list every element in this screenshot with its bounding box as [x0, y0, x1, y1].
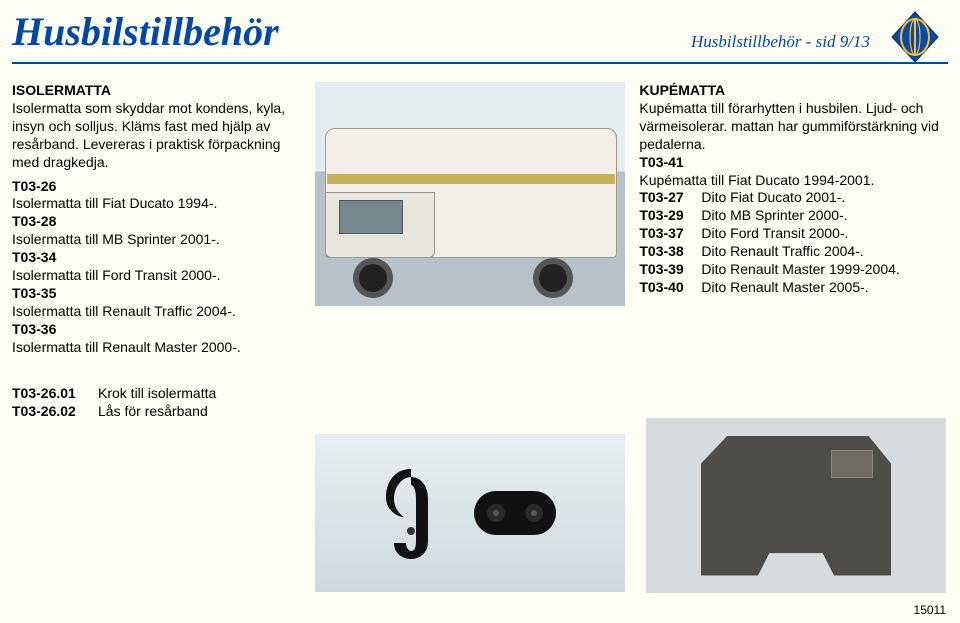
product-text: Kupématta till Fiat Ducato 1994-2001.: [639, 172, 948, 190]
product-text: Dito Renault Traffic 2004-.: [701, 243, 863, 261]
product-text: Isolermatta till Renault Traffic 2004-.: [12, 303, 301, 321]
product-code: T03-35: [12, 285, 301, 303]
product-code: T03-39: [639, 261, 695, 279]
floor-mat-icon: [701, 436, 891, 576]
extra-row: T03-26.02 Lås för resårband: [12, 403, 301, 421]
product-text: Dito Fiat Ducato 2001-.: [701, 189, 845, 207]
product-text: Isolermatta till Renault Master 2000-.: [12, 339, 301, 357]
hooks-photo: [315, 434, 626, 592]
header-divider: [12, 62, 948, 64]
hook-icon: [380, 463, 442, 563]
product-row: T03-39 Dito Renault Master 1999-2004.: [639, 261, 948, 279]
brand-logo-icon: [888, 10, 942, 64]
product-row: T03-27 Dito Fiat Ducato 2001-.: [639, 189, 948, 207]
product-code: T03-29: [639, 207, 695, 225]
page-number: 15011: [914, 603, 946, 617]
product-code: T03-28: [12, 213, 301, 231]
product-text: Lås för resårband: [98, 403, 208, 421]
product-text: Dito Renault Master 1999-2004.: [701, 261, 899, 279]
section-intro: Isolermatta som skyddar mot kondens, kyl…: [12, 100, 301, 172]
product-code: T03-26: [12, 178, 301, 196]
section-heading: KUPÉMATTA: [639, 82, 948, 100]
product-text: Dito Renault Master 2005-.: [701, 279, 868, 297]
column-isolermatta: ISOLERMATTA Isolermatta som skyddar mot …: [12, 82, 301, 593]
product-code: T03-37: [639, 225, 695, 243]
product-code: T03-38: [639, 243, 695, 261]
product-code: T03-34: [12, 249, 301, 267]
product-code: T03-26.02: [12, 403, 92, 421]
product-row: T03-37 Dito Ford Transit 2000-.: [639, 225, 948, 243]
motorhome-photo: [315, 82, 626, 306]
section-heading: ISOLERMATTA: [12, 82, 301, 100]
product-code: T03-26.01: [12, 385, 92, 403]
lock-icon: [470, 483, 560, 543]
column-images: [315, 82, 626, 593]
product-code: T03-36: [12, 321, 301, 339]
page-title: Husbilstillbehör: [12, 8, 279, 55]
product-text: Dito Ford Transit 2000-.: [701, 225, 848, 243]
product-text: Isolermatta till Fiat Ducato 1994-.: [12, 195, 301, 213]
product-row: T03-29 Dito MB Sprinter 2000-.: [639, 207, 948, 225]
product-row: T03-38 Dito Renault Traffic 2004-.: [639, 243, 948, 261]
product-text: Isolermatta till MB Sprinter 2001-.: [12, 231, 301, 249]
product-row: T03-40 Dito Renault Master 2005-.: [639, 279, 948, 297]
product-code: T03-27: [639, 189, 695, 207]
product-text: Isolermatta till Ford Transit 2000-.: [12, 267, 301, 285]
section-intro: Kupématta till förarhytten i husbilen. L…: [639, 100, 948, 154]
extra-row: T03-26.01 Krok till isolermatta: [12, 385, 301, 403]
page-subtitle: Husbilstillbehör - sid 9/13: [691, 32, 870, 52]
product-code: T03-40: [639, 279, 695, 297]
product-text: Dito MB Sprinter 2000-.: [701, 207, 847, 225]
product-text: Krok till isolermatta: [98, 385, 216, 403]
mat-photo: [646, 418, 946, 593]
product-code: T03-41: [639, 154, 948, 172]
